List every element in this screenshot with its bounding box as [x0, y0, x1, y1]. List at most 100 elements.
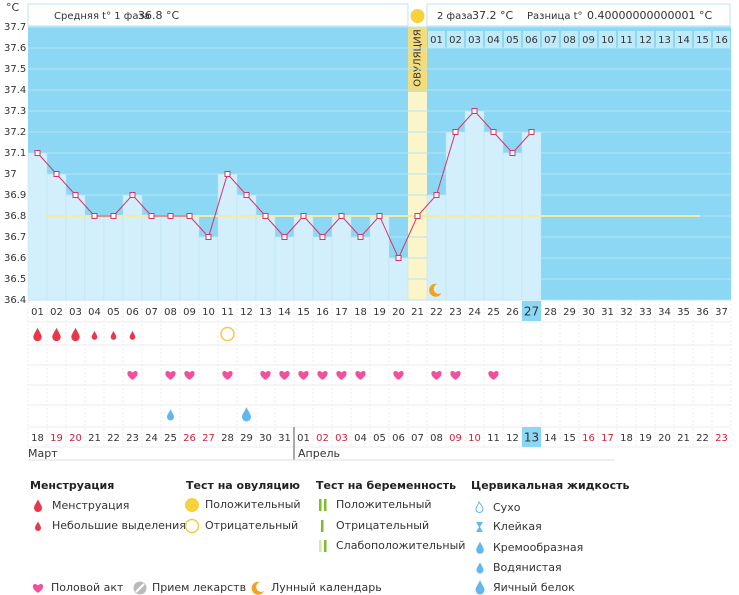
legend-text: Небольшие выделения	[52, 519, 186, 532]
phase2-label: 2 фаза	[437, 11, 473, 22]
phase2-day-cell	[580, 31, 597, 48]
legend-text: Прием лекарств	[152, 581, 246, 594]
temperature-point	[243, 192, 250, 198]
phase2-day-cell	[466, 31, 483, 48]
x-tick-label: 18	[354, 307, 367, 318]
legend-text: Отрицательный	[205, 519, 298, 532]
phase2-day: 04	[487, 35, 500, 46]
date-label: 23	[126, 433, 139, 444]
temperature-bar	[388, 257, 409, 301]
legend-icon	[135, 583, 145, 593]
intercourse-icon	[488, 370, 499, 380]
date-label: 25	[164, 433, 177, 444]
x-tick-label: 06	[126, 307, 139, 318]
intercourse-icon	[184, 370, 195, 380]
legend-text: Тест на беременность	[316, 479, 456, 492]
x-tick-label: 08	[164, 307, 177, 318]
x-tick-label: 17	[335, 307, 348, 318]
phase2-day: 07	[544, 35, 557, 46]
y-tick-label: 37.7	[4, 22, 26, 33]
legend-text: Яичный белок	[493, 581, 575, 594]
month-label: Апрель	[298, 447, 340, 460]
legend-icon	[476, 522, 483, 532]
legend-icon	[319, 540, 322, 552]
cervical-watery-icon	[167, 409, 174, 421]
date-label: 01	[297, 433, 310, 444]
y-tick-label: 37.6	[4, 43, 26, 54]
header-box	[27, 3, 409, 27]
temperature-bar	[198, 236, 219, 301]
x-tick-label: 14	[278, 307, 291, 318]
temperature-point	[528, 129, 535, 135]
date-label: 03	[335, 433, 348, 444]
temperature-bar	[369, 215, 390, 301]
date-label: 19	[50, 433, 63, 444]
today-cell	[522, 427, 541, 447]
temperature-point	[471, 108, 478, 114]
phase2-day-cell	[713, 31, 730, 48]
phase2-day-cell	[485, 31, 502, 48]
temperature-point	[186, 213, 193, 219]
y-tick-label: 37	[4, 169, 17, 180]
date-label: 14	[544, 433, 557, 444]
y-tick-label: 37.1	[4, 148, 26, 159]
legend-text: Тест на овуляцию	[186, 479, 300, 492]
intercourse-icon	[127, 370, 138, 380]
y-tick-label: 36.5	[4, 274, 26, 285]
temperature-point	[395, 255, 402, 261]
legend-text: Лунный календарь	[271, 581, 382, 594]
intercourse-icon	[431, 370, 442, 380]
phase1-value: 36.8 °C	[138, 9, 179, 22]
temperature-bar	[236, 194, 257, 301]
legend-icon	[324, 540, 327, 552]
phase2-day-cell	[694, 31, 711, 48]
x-tick-label: 32	[620, 307, 633, 318]
temperature-point	[509, 150, 516, 156]
date-label: 26	[183, 433, 196, 444]
temperature-point	[110, 213, 117, 219]
legend-icon	[251, 581, 264, 595]
phase2-day-cell	[599, 31, 616, 48]
temperature-point	[148, 213, 155, 219]
date-label: 19	[639, 433, 652, 444]
phase2-day: 16	[715, 35, 728, 46]
x-tick-label: 10	[202, 307, 215, 318]
legend-icon	[35, 521, 41, 531]
temperature-point	[319, 234, 326, 240]
date-label: 29	[240, 433, 253, 444]
legend-icon	[32, 583, 44, 593]
phase2-day: 06	[525, 35, 538, 46]
intercourse-icon	[450, 370, 461, 380]
phase2-day: 12	[639, 35, 652, 46]
intercourse-icon	[336, 370, 347, 380]
y-tick-label: 36.6	[4, 253, 26, 264]
phase2-day-cell	[428, 31, 445, 48]
legend-icon	[34, 499, 42, 512]
today-cell	[522, 301, 541, 321]
y-tick-label: 37.3	[4, 106, 26, 117]
phase1-label: Средняя t° 1 фаза	[54, 11, 150, 22]
intercourse-icon	[298, 370, 309, 380]
temperature-bar	[84, 215, 105, 301]
date-label: 13	[524, 431, 539, 445]
date-label: 09	[449, 433, 462, 444]
temperature-point	[72, 192, 79, 198]
y-tick-label: 36.7	[4, 232, 26, 243]
phase2-day: 05	[506, 35, 519, 46]
date-label: 28	[221, 433, 234, 444]
x-tick-label: 27	[524, 305, 539, 319]
x-tick-label: 01	[31, 307, 44, 318]
intercourse-icon	[355, 370, 366, 380]
temperature-point	[262, 213, 269, 219]
date-label: 17	[601, 433, 614, 444]
phase2-value: 37.2 °C	[472, 9, 513, 22]
x-tick-label: 20	[392, 307, 405, 318]
legend-text: Сухо	[493, 501, 521, 514]
temperature-point	[281, 234, 288, 240]
x-tick-label: 23	[449, 307, 462, 318]
phase2-day-cell	[542, 31, 559, 48]
menstruation-icon	[71, 327, 80, 342]
x-tick-label: 15	[297, 307, 310, 318]
phase2-day: 10	[601, 35, 614, 46]
temperature-bar	[65, 194, 86, 301]
